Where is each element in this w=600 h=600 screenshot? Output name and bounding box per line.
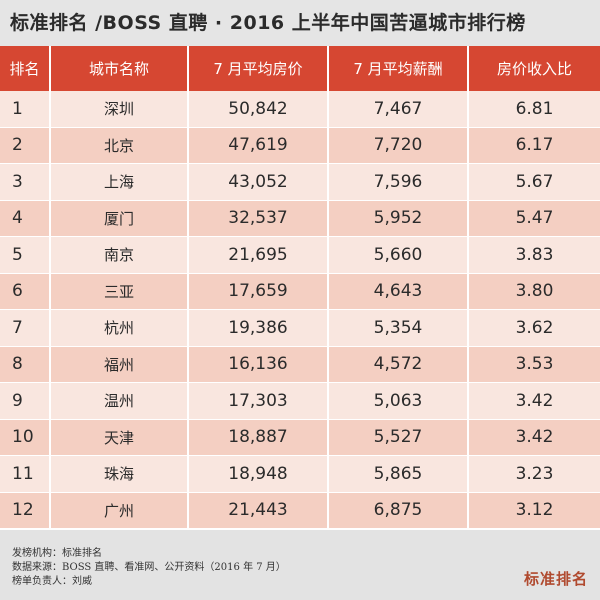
cell-rank: 9 [0,382,51,420]
cell-price-income-ratio: 3.12 [468,492,600,529]
cell-rank: 8 [0,346,51,383]
footer-editor: 榜单负责人：刘威 [12,576,92,587]
cell-rank: 6 [0,273,51,310]
cell-avg-salary: 5,865 [328,455,469,493]
table-row: 8 福州 16,136 4,572 3.53 [0,346,600,383]
table-row: 3 上海 43,052 7,596 5.67 [0,163,600,201]
cell-price-income-ratio: 5.67 [468,163,600,201]
cell-avg-price: 50,842 [188,91,329,128]
footer-source: 数据来源：BOSS 直聘、看准网、公开资料（2016 年 7 月） [12,562,286,573]
cell-avg-price: 32,537 [188,200,329,237]
cell-avg-price: 21,695 [188,236,329,274]
cell-rank: 12 [0,492,51,529]
ranking-table: 排名 城市名称 7 月平均房价 7 月平均薪酬 房价收入比 1 深圳 50,842 7… [0,46,600,529]
cell-avg-price: 18,887 [188,419,329,456]
header-avg-price: 7 月平均房价 [188,46,329,91]
cell-rank: 3 [0,163,51,201]
table-row: 7 杭州 19,386 5,354 3.62 [0,309,600,347]
page-title: 标准排名 /BOSS 直聘 · 2016 上半年中国苦逼城市排行榜 [0,0,600,46]
header-avg-salary: 7 月平均薪酬 [328,46,469,91]
table-row: 6 三亚 17,659 4,643 3.80 [0,273,600,310]
cell-avg-price: 21,443 [188,492,329,529]
cell-city: 杭州 [50,309,189,347]
cell-avg-price: 17,303 [188,382,329,420]
table-header-row: 排名 城市名称 7 月平均房价 7 月平均薪酬 房价收入比 [0,46,600,91]
cell-rank: 5 [0,236,51,274]
header-price-income-ratio: 房价收入比 [468,46,600,91]
cell-price-income-ratio: 6.81 [468,91,600,128]
cell-avg-price: 16,136 [188,346,329,383]
cell-price-income-ratio: 3.62 [468,309,600,347]
cell-price-income-ratio: 3.53 [468,346,600,383]
cell-city: 南京 [50,236,189,274]
cell-avg-salary: 5,354 [328,309,469,347]
cell-city: 上海 [50,163,189,201]
cell-avg-salary: 7,467 [328,91,469,128]
cell-city: 珠海 [50,455,189,493]
cell-rank: 11 [0,455,51,493]
table-row: 11 珠海 18,948 5,865 3.23 [0,455,600,493]
cell-price-income-ratio: 5.47 [468,200,600,237]
cell-avg-price: 18,948 [188,455,329,493]
header-city: 城市名称 [50,46,189,91]
cell-price-income-ratio: 3.23 [468,455,600,493]
cell-avg-price: 19,386 [188,309,329,347]
cell-rank: 2 [0,127,51,164]
cell-avg-price: 43,052 [188,163,329,201]
table-row: 5 南京 21,695 5,660 3.83 [0,236,600,274]
cell-avg-salary: 6,875 [328,492,469,529]
cell-price-income-ratio: 6.17 [468,127,600,164]
cell-avg-salary: 5,660 [328,236,469,274]
cell-city: 天津 [50,419,189,456]
table-row: 2 北京 47,619 7,720 6.17 [0,127,600,164]
table-row: 10 天津 18,887 5,527 3.42 [0,419,600,456]
cell-city: 三亚 [50,273,189,310]
cell-rank: 4 [0,200,51,237]
cell-rank: 10 [0,419,51,456]
cell-city: 温州 [50,382,189,420]
table-row: 9 温州 17,303 5,063 3.42 [0,382,600,420]
cell-price-income-ratio: 3.80 [468,273,600,310]
table-row: 4 厦门 32,537 5,952 5.47 [0,200,600,237]
cell-avg-price: 17,659 [188,273,329,310]
cell-city: 广州 [50,492,189,529]
cell-avg-salary: 7,596 [328,163,469,201]
cell-avg-salary: 5,952 [328,200,469,237]
cell-rank: 7 [0,309,51,347]
cell-avg-salary: 4,572 [328,346,469,383]
cell-city: 厦门 [50,200,189,237]
cell-city: 北京 [50,127,189,164]
footer-publisher: 发榜机构：标准排名 [12,548,102,559]
cell-avg-salary: 4,643 [328,273,469,310]
cell-price-income-ratio: 3.42 [468,419,600,456]
cell-price-income-ratio: 3.42 [468,382,600,420]
cell-city: 深圳 [50,91,189,128]
header-rank: 排名 [0,46,51,91]
table-row: 12 广州 21,443 6,875 3.12 [0,492,600,529]
cell-rank: 1 [0,91,51,128]
cell-avg-salary: 5,063 [328,382,469,420]
cell-price-income-ratio: 3.83 [468,236,600,274]
table-body: 1 深圳 50,842 7,467 6.81 2 北京 47,619 7,720 6.17 3 上海 4… [0,91,600,529]
footer: 发榜机构：标准排名 数据来源：BOSS 直聘、看准网、公开资料（2016 年 7… [0,530,600,600]
cell-avg-price: 47,619 [188,127,329,164]
cell-avg-salary: 7,720 [328,127,469,164]
cell-avg-salary: 5,527 [328,419,469,456]
table-row: 1 深圳 50,842 7,467 6.81 [0,91,600,128]
brand-logo: 标准排名 [523,570,588,588]
cell-city: 福州 [50,346,189,383]
